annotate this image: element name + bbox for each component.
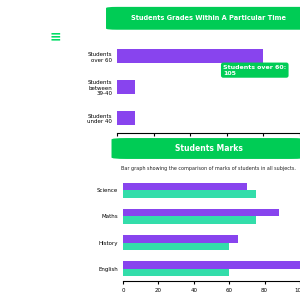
Bar [117, 111, 135, 125]
Polygon shape [42, 0, 69, 80]
Text: Data and charts make your
presentation more convincing.: Data and charts make your presentation m… [15, 128, 96, 139]
Text: Students Grades Within A Particular Time: Students Grades Within A Particular Time [131, 15, 286, 21]
Bar [117, 80, 135, 94]
Text: Students over 60:
105: Students over 60: 105 [223, 65, 286, 76]
Bar [123, 235, 238, 242]
Text: Bar graph showing the comparison of marks of students in all subjects.: Bar graph showing the comparison of mark… [121, 166, 296, 171]
Text: A+: A+ [0, 204, 50, 246]
Bar [123, 261, 300, 268]
Text: STUDENTS
GRADES: STUDENTS GRADES [18, 82, 93, 109]
Bar [117, 49, 263, 63]
FancyBboxPatch shape [106, 7, 300, 30]
Bar [123, 242, 229, 250]
FancyBboxPatch shape [112, 138, 300, 159]
Bar [123, 190, 256, 198]
Bar [123, 183, 247, 190]
Text: ≡: ≡ [50, 29, 61, 43]
Bar [123, 268, 229, 276]
Bar [123, 217, 256, 224]
Bar [123, 209, 279, 217]
Text: Students Marks: Students Marks [175, 144, 242, 153]
